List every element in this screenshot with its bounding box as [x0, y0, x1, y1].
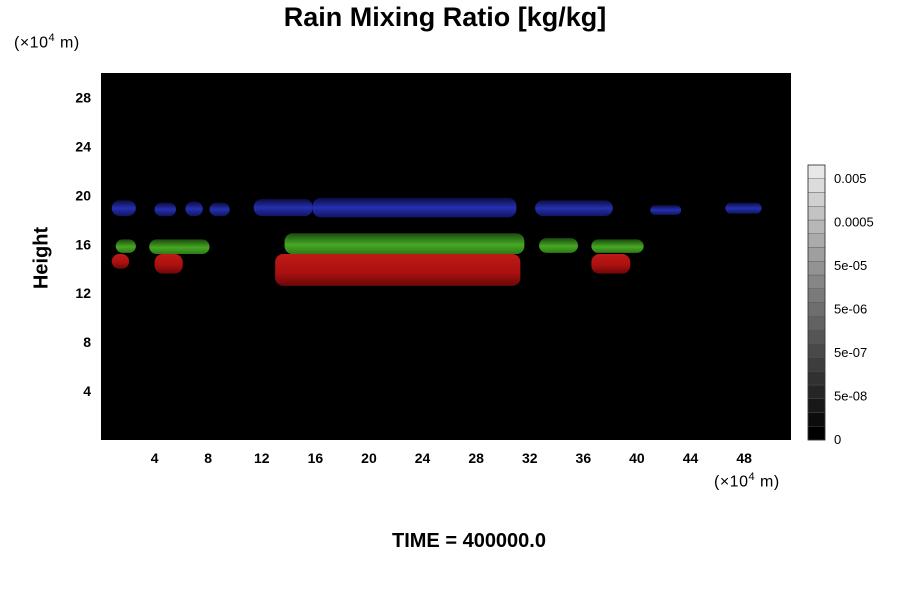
colorbar-level-11 [807, 274, 826, 289]
blue-region-1 [154, 202, 177, 217]
colorbar-level-17 [807, 192, 826, 207]
red-region-16 [275, 254, 521, 286]
blue-region-6 [535, 200, 613, 217]
colorbar-level-10 [807, 288, 826, 303]
x-tick-12: 12 [254, 450, 270, 466]
x-tick-32: 32 [522, 450, 538, 466]
y-tick-16: 16 [75, 236, 91, 252]
colorbar-label-1: 5e-08 [834, 389, 867, 404]
colorbar-level-1 [807, 412, 826, 427]
x-unit-prefix: (×10 [714, 473, 749, 491]
x-tick-24: 24 [415, 450, 431, 466]
colorbar-level-12 [807, 261, 826, 276]
chart-title: Rain Mixing Ratio [kg/kg] [283, 2, 607, 32]
colorbar-level-0 [807, 426, 826, 441]
y-tick-24: 24 [75, 138, 91, 154]
y-tick-12: 12 [75, 285, 91, 301]
y-tick-4: 4 [83, 383, 91, 399]
colorbar-level-3 [807, 384, 826, 399]
x-tick-44: 44 [683, 450, 699, 466]
red-region-17 [591, 254, 631, 274]
blue-region-7 [650, 205, 682, 215]
x-tick-4: 4 [151, 450, 159, 466]
blue-region-3 [209, 202, 230, 217]
x-tick-16: 16 [308, 450, 324, 466]
colorbar-label-4: 5e-05 [834, 258, 867, 273]
colorbar-frame [807, 164, 826, 441]
green-region-11 [284, 233, 525, 255]
colorbar-level-7 [807, 329, 826, 344]
colorbar-level-18 [807, 178, 826, 193]
x-axis-unit: (×104 m) [714, 471, 780, 491]
colorbar-level-15 [807, 219, 826, 234]
blue-region-0 [111, 200, 136, 217]
green-region-9 [115, 239, 136, 253]
colorbar-label-0: 0 [834, 432, 841, 447]
green-region-13 [591, 239, 644, 253]
y-tick-20: 20 [75, 187, 91, 203]
colorbar-level-2 [807, 398, 826, 413]
blue-region-5 [312, 197, 517, 218]
colorbar-level-8 [807, 316, 826, 331]
x-tick-40: 40 [629, 450, 645, 466]
colorbar-level-6 [807, 343, 826, 358]
x-tick-28: 28 [468, 450, 484, 466]
y-unit-exponent: 4 [48, 32, 56, 44]
blue-region-2 [185, 201, 203, 217]
colorbar-level-4 [807, 371, 826, 386]
y-unit-suffix: m) [55, 34, 80, 52]
x-tick-36: 36 [576, 450, 592, 466]
y-tick-8: 8 [83, 334, 91, 350]
blue-region-4 [253, 199, 313, 217]
x-tick-8: 8 [204, 450, 212, 466]
green-region-12 [539, 238, 578, 253]
colorbar-level-14 [807, 233, 826, 248]
colorbar-label-5: 0.0005 [834, 215, 874, 230]
red-region-14 [111, 254, 130, 269]
colorbar-level-16 [807, 206, 826, 221]
colorbar-level-19 [807, 164, 826, 179]
y-tick-28: 28 [75, 89, 91, 105]
y-unit-prefix: (×10 [14, 34, 49, 52]
colorbar-label-3: 5e-06 [834, 302, 867, 317]
colorbar-label-2: 5e-07 [834, 345, 867, 360]
x-unit-exponent: 4 [748, 471, 756, 483]
colorbar-label-6: 0.005 [834, 171, 867, 186]
colorbar-level-5 [807, 357, 826, 372]
green-region-10 [149, 239, 210, 255]
blue-region-8 [725, 202, 762, 214]
red-region-15 [154, 254, 183, 274]
colorbar-level-13 [807, 247, 826, 262]
y-axis-unit: (×104 m) [14, 32, 80, 52]
time-label: TIME = 400000.0 [392, 530, 546, 552]
x-unit-suffix: m) [755, 473, 780, 491]
x-tick-20: 20 [361, 450, 377, 466]
x-tick-48: 48 [736, 450, 752, 466]
colorbar-level-9 [807, 302, 826, 317]
